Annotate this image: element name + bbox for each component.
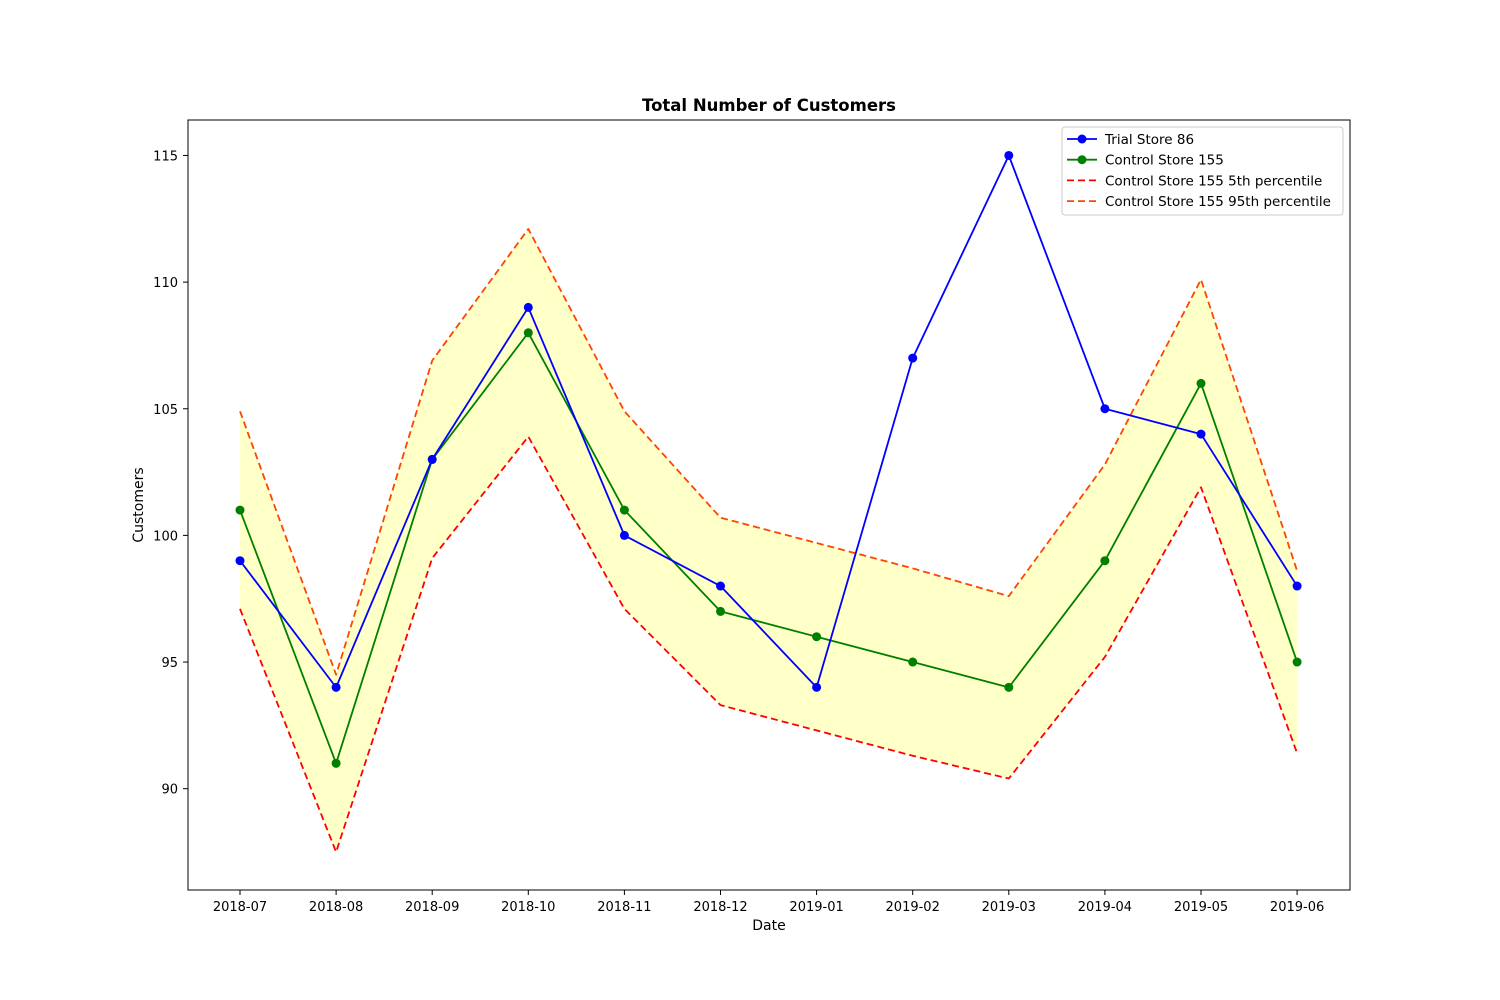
x-tick-label: 2018-09 [405,900,459,915]
data-point-trial-store-86 [1100,404,1110,414]
chart-title: Total Number of Customers [642,96,896,115]
legend-marker-control-store-155 [1077,155,1087,165]
legend-label-control-store-155-5th-percentile: Control Store 155 5th percentile [1105,173,1322,189]
data-point-control-store-155 [716,606,725,616]
data-point-trial-store-86 [812,682,822,692]
x-tick-label: 2018-11 [597,900,651,915]
data-point-trial-store-86 [1196,429,1206,439]
data-point-control-store-155 [331,758,341,768]
data-point-control-store-155 [523,328,533,338]
data-point-control-store-155 [1004,682,1014,692]
x-tick-label: 2019-04 [1078,900,1132,915]
x-tick-label: 2019-03 [982,900,1036,915]
data-point-trial-store-86 [908,353,918,363]
data-point-control-store-155 [1100,556,1110,566]
legend: Trial Store 86 Control Store 155 Control S… [1061,126,1344,216]
plot-area: 2018-07 2018-08 2018-09 2018-10 2018-11 2018-… [153,119,1351,915]
data-point-control-store-155 [1292,657,1302,667]
series-line-control-store-155-5th-percentile [239,435,1298,853]
y-axis-label: Customers [131,467,147,542]
legend-label-control-store-155: Control Store 155 [1105,153,1224,169]
legend-label-control-store-155-95th-percentile: Control Store 155 95th percentile [1105,194,1331,210]
series-line-control-store-155 [239,331,1298,765]
y-tick-label: 105 [153,403,178,418]
legend-box [1061,126,1344,216]
series-line-trial-store-86 [239,154,1298,689]
data-point-control-store-155 [235,505,245,515]
y-tick-label: 95 [161,656,178,671]
x-tick-label: 2018-08 [309,900,363,915]
series-line-control-store-155-95th-percentile [239,228,1298,676]
x-tick-label: 2019-01 [789,900,843,915]
data-point-control-store-155 [908,657,918,667]
data-point-trial-store-86 [523,302,533,312]
confidence-band [240,228,1298,853]
data-point-control-store-155 [812,632,822,642]
x-tick-label: 2019-02 [886,900,940,915]
data-point-trial-store-86 [1292,581,1302,591]
legend-marker-trial-store-86 [1077,134,1087,144]
y-tick-label: 110 [153,276,178,291]
data-point-control-store-155 [619,505,629,515]
y-tick-label: 115 [153,149,178,164]
x-tick-label: 2018-10 [501,900,555,915]
x-tick-label: 2019-06 [1270,900,1324,915]
data-point-trial-store-86 [331,682,341,692]
x-tick-label: 2018-12 [693,900,747,915]
x-axis-label: Date [752,918,785,934]
axes-frame [187,119,1351,891]
x-tick-label: 2018-07 [213,900,267,915]
y-tick-label: 100 [153,529,178,544]
data-point-trial-store-86 [427,454,437,464]
data-point-control-store-155 [1196,378,1206,388]
y-tick-label: 90 [161,783,178,798]
data-point-trial-store-86 [1004,150,1014,160]
data-point-trial-store-86 [235,556,245,566]
x-tick-label: 2019-05 [1174,900,1228,915]
data-point-trial-store-86 [716,581,725,591]
data-point-trial-store-86 [619,530,629,540]
legend-label-trial-store-86: Trial Store 86 [1104,132,1194,148]
